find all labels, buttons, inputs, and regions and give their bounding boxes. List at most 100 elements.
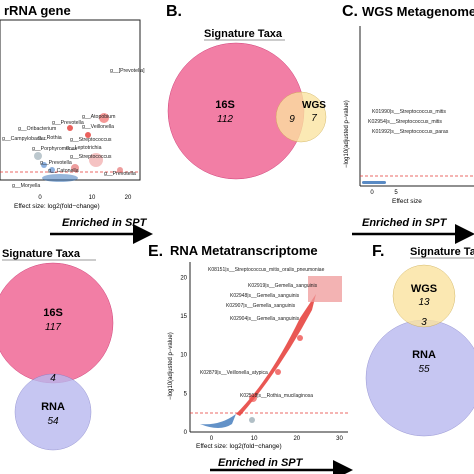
x-tick: 20 [125,195,132,201]
point-label: g__Prevotella [104,171,136,177]
panel-b-16s-count: 112 [217,114,233,125]
point-label: g__Veillonella [82,124,114,130]
point [117,167,123,173]
point-label: K02948|s__Gemella_sanguinis [230,293,300,299]
point [85,132,91,138]
x-tick: 10 [251,436,258,442]
panel-c-point-labels: K01990|s__Streptococcus_mitis K02954|s__… [368,109,449,135]
point-label: K01992|s__Streptococcus_paras [372,129,449,135]
panel-a-blue-cloud [42,174,78,182]
point-label: K08151|s__Streptococcus_mitis_oralis_pne… [208,267,325,273]
panel-e-xlabel: Effect size: log2(fold−change) [196,443,282,450]
panel-f-circle-wgs [392,264,456,328]
point [41,162,47,168]
y-tick: 15 [180,314,187,320]
panel-c-title: WGS Metagenome [362,4,474,19]
x-tick: 5 [394,190,398,196]
x-tick: 30 [336,436,343,442]
point-label: g__Campylobacter [2,136,46,142]
point [89,153,103,167]
panel-a-points [34,113,123,182]
panel-f-letter: F. [372,243,384,260]
panel-b-overlap-count: 9 [289,114,295,125]
panel-f-rna-count: 55 [418,364,430,375]
panel-d-16s-label: 16S [43,307,63,319]
panel-a-point-labels: g__[Prevotella] g__Prevotella g__Atopobi… [2,68,145,189]
panel-c: C. WGS Metagenome −log10(adjusted p−valu… [342,3,474,244]
point [71,164,79,172]
point-label: K02954|s__Streptococcus_mitis [368,119,442,125]
panel-d-overlap-count: 4 [50,373,56,384]
panel-e-y-ticks: 0 5 10 15 20 [180,276,187,437]
point [275,369,281,375]
point-label: K02907|s__Gemella_sanguinis [226,303,296,309]
point-label: g__Prevotella [52,120,84,126]
panel-a-enriched: Enriched in SPT [62,217,148,229]
panel-c-letter: C. [342,3,358,20]
panel-c-points [362,181,386,184]
point [249,417,255,423]
panel-c-ylabel: −log10(adjusted p−value) [344,100,350,168]
panel-e-title: RNA Metatranscriptome [170,243,318,258]
point-label: g__Leptotrichia [66,145,102,151]
x-tick: 0 [38,195,42,201]
panel-e-red-cloud [236,294,316,416]
panel-e-top-point [308,276,342,302]
panel-b-letter: B. [166,3,182,20]
point-label: g__Atopobium [82,114,115,120]
panel-f: F. Signature Ta WGS 13 3 RNA 55 [365,243,474,437]
point [99,113,109,123]
panel-b: B. Signature Taxa 16S 112 9 WGS 7 [166,3,327,180]
point-label: g__Streptococcus [70,154,112,160]
point-label: g__Oribacterium [18,126,56,132]
x-tick: 0 [210,436,214,442]
point-label: K02518|s__Rothia_mucilaginosa [240,393,313,399]
panel-b-wgs-count: 7 [311,113,317,124]
point-label: g__Porphyromonas [32,146,78,152]
panel-f-title: Signature Ta [410,246,474,258]
panel-c-enriched: Enriched in SPT [362,217,448,229]
point-label: K01990|s__Streptococcus_mitis [372,109,446,115]
point-label: g__Catonella [48,168,79,174]
x-tick: 0 [370,190,374,196]
panel-f-rna-label: RNA [412,349,436,361]
panel-e-points [200,276,342,428]
panel-b-16s-label: 16S [215,99,235,111]
point-label: K02879|s__Veillonella_atypica [200,370,268,376]
panel-e-enriched: Enriched in SPT [218,457,304,469]
point-label: K02919|s__Gemella_sanguinis [248,283,318,289]
y-tick: 10 [180,353,187,359]
panel-a-xlabel: Effect size: log2(fold−change) [14,203,100,210]
panel-f-circle-rna [365,319,474,437]
panel-e: E. RNA Metatranscriptome −log10(adjusted… [148,243,353,474]
panel-b-title: Signature Taxa [204,28,283,40]
point [249,394,257,402]
panel-e-letter: E. [148,243,163,260]
x-tick: 10 [89,195,96,201]
point-label: g__Moryella [12,183,40,189]
panel-a: rRNA gene g__[Prevotella] g__Prevotella … [0,3,153,244]
panel-e-point-labels: K08151|s__Streptococcus_mitis_oralis_pne… [200,267,325,399]
panel-f-wgs-label: WGS [411,283,437,295]
panel-e-x-ticks: 0 10 20 30 [210,436,344,442]
panel-d-16s-count: 117 [45,322,61,333]
point-label: g__Rothia [38,135,62,141]
panel-d-circle-rna [14,373,92,451]
panel-d-rna-count: 54 [47,416,59,427]
panel-b-circle-wgs [275,91,327,143]
panel-d: Signature Taxa 16S 117 4 RNA 54 [0,248,114,451]
panel-d-rna-label: RNA [41,401,65,413]
panel-e-blue-cloud [200,414,236,428]
panel-a-ticks: 0 10 20 [38,195,132,201]
y-tick: 20 [180,276,187,282]
panel-f-overlap-count: 3 [421,317,427,328]
point-label: g__[Prevotella] [110,68,145,74]
point-label: K02904|s__Gemella_sanguinis [230,316,300,322]
panel-a-title: rRNA gene [4,3,71,18]
point [49,167,55,173]
panel-c-ticks: 0 5 [370,190,398,196]
y-tick: 0 [184,430,188,436]
panel-c-blue-cloud [362,181,386,184]
y-tick: 5 [184,391,188,397]
